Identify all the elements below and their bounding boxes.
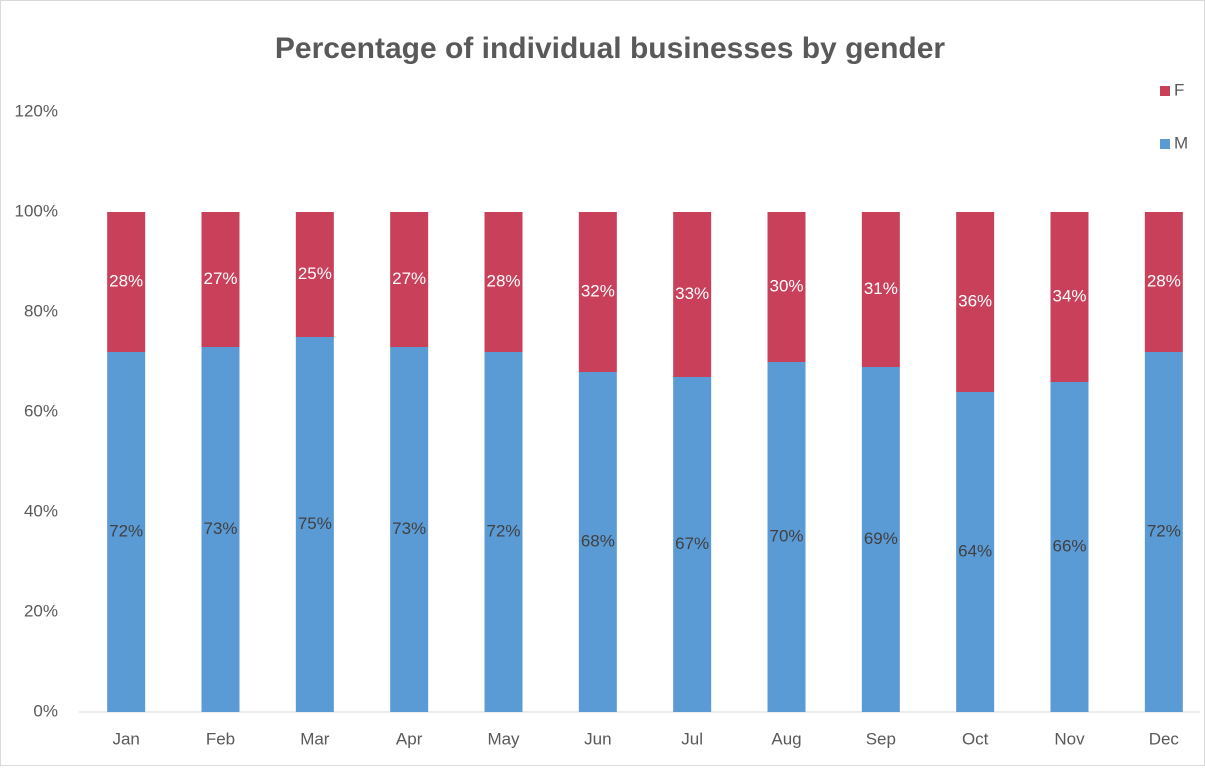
bar-segment [1144,352,1183,712]
x-tick-label: Dec [1149,729,1180,748]
x-tick-label: Feb [206,729,235,748]
x-tick-label: Oct [962,729,989,748]
legend-label: F [1174,80,1184,99]
data-label: 27% [203,269,237,288]
x-tick-label: Apr [396,729,423,748]
data-label: 66% [1052,536,1086,555]
bar-segment [767,212,806,362]
data-label: 34% [1052,286,1086,305]
data-label: 70% [769,526,803,545]
data-label: 68% [581,531,615,550]
bar-segment [107,352,146,712]
legend-label: M [1174,133,1188,152]
bar-segment [295,212,334,337]
y-tick-label: 40% [24,501,58,520]
bar-segment [295,337,334,712]
data-label: 27% [392,269,426,288]
x-tick-label: Jan [112,729,139,748]
data-label: 36% [958,291,992,310]
x-tick-label: May [487,729,520,748]
bar-segment [201,347,240,712]
y-tick-label: 100% [15,201,58,220]
x-tick-label: Mar [300,729,330,748]
bar-segment [673,212,712,377]
legend-swatch [1160,139,1170,149]
y-tick-label: 60% [24,401,58,420]
y-tick-label: 20% [24,601,58,620]
bar-segment [201,212,240,347]
x-tick-label: Jun [584,729,611,748]
data-label: 72% [109,521,143,540]
bar-segment [956,392,995,712]
bar-segment [107,212,146,352]
x-tick-label: Jul [681,729,703,748]
data-label: 64% [958,541,992,560]
bar-segment [1144,212,1183,352]
bar-segment [390,212,429,347]
bar-segment [484,212,523,352]
data-label: 28% [109,271,143,290]
bar-segment [767,362,806,712]
x-tick-label: Aug [771,729,801,748]
bar-segment [673,377,712,712]
y-tick-label: 0% [33,701,58,720]
bar-segment [578,212,617,372]
data-label: 30% [769,276,803,295]
data-label: 33% [675,284,709,303]
chart-title: Percentage of individual businesses by g… [275,32,946,65]
bar-segment [390,347,429,712]
data-label: 67% [675,534,709,553]
x-tick-label: Sep [866,729,896,748]
data-label: 75% [298,514,332,533]
data-label: 31% [864,279,898,298]
legend-swatch [1160,86,1170,96]
data-label: 28% [1147,271,1181,290]
data-label: 28% [486,271,520,290]
bar-segment [484,352,523,712]
data-label: 72% [486,521,520,540]
bar-segment [861,367,900,712]
bar-segment [1050,382,1089,712]
y-tick-label: 120% [15,101,58,120]
bar-segment [861,212,900,367]
data-label: 32% [581,281,615,300]
data-label: 72% [1147,521,1181,540]
bar-segment [956,212,995,392]
data-label: 73% [203,519,237,538]
bar-segment [1050,212,1089,382]
data-label: 69% [864,529,898,548]
data-label: 25% [298,264,332,283]
x-tick-label: Nov [1054,729,1085,748]
data-label: 73% [392,519,426,538]
y-tick-label: 80% [24,301,58,320]
bar-segment [578,372,617,712]
